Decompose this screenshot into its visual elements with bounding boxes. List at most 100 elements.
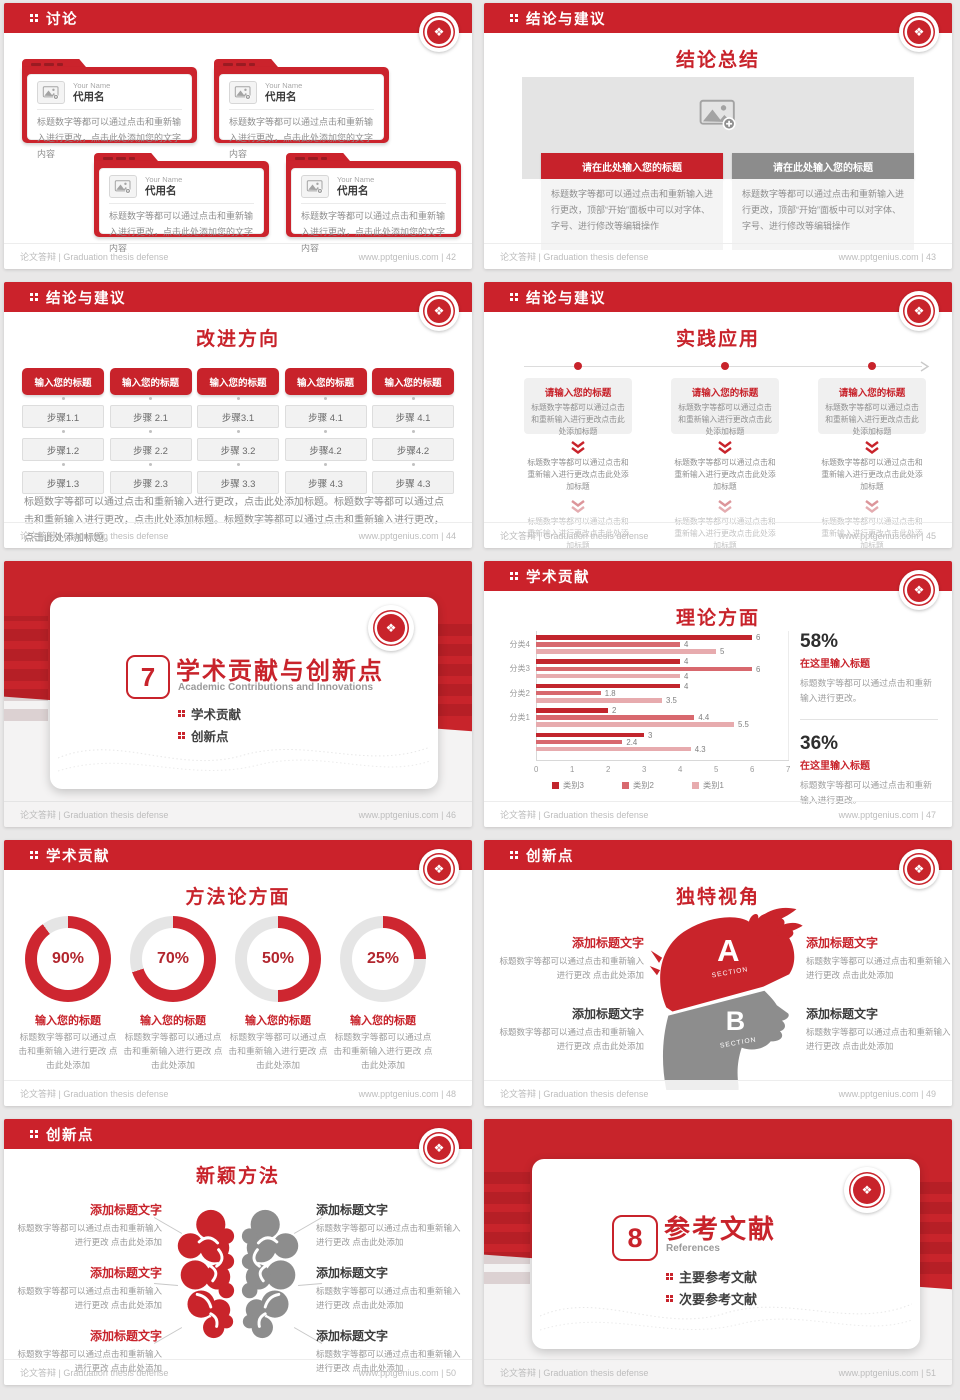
step-box[interactable]: 步骤 3.3 <box>197 471 279 494</box>
wave-texture <box>58 746 430 772</box>
footer-left-text: 论文答辩 | Graduation thesis defense <box>500 531 649 541</box>
add-image-icon <box>699 99 736 131</box>
quad-dots-icon <box>510 293 518 301</box>
panel-title-bar[interactable]: 请在此处输入您的标题 <box>541 153 723 179</box>
legend-item: 类别2 <box>622 779 654 791</box>
step-box[interactable]: 步骤 3.2 <box>197 438 279 461</box>
timeline-title: 请输入您的标题 <box>691 388 759 399</box>
step-box[interactable]: 步骤 4.3 <box>372 471 454 494</box>
bar-value-label: 4 <box>684 671 689 681</box>
stat-body-text: 标题数字等都可以通过点击和重新输入进行更改。 <box>800 678 932 703</box>
text-block-title: 添加标题文字 <box>316 1329 389 1343</box>
text-block-body: 标题数字等都可以通过点击和重新输入进行更改 点击此处添加 <box>17 1349 162 1373</box>
folder-card-header: Your Name 代用名 <box>109 175 254 204</box>
footer-left-text: 论文答辩 | Graduation thesis defense <box>500 252 649 262</box>
slide-50-novel-method[interactable]: 创新点 ❖ 新颖方法 <box>4 1119 472 1385</box>
quad-dots-icon <box>30 14 38 22</box>
donut-title: 输入您的标题 <box>350 1015 416 1027</box>
column-title-button[interactable]: 输入您的标题 <box>372 368 454 395</box>
connector-dot <box>236 430 240 433</box>
horizontal-bar-chart: 分类4 6 4 5 分类3 4 6 4 分类2 4 1.8 3.5 分类1 2 4.4 5.5 3 2.4 4.3 0… <box>500 631 792 791</box>
column-title-button[interactable]: 输入您的标题 <box>22 368 104 395</box>
step-box[interactable]: 步骤 4.1 <box>372 405 454 428</box>
column-title-button[interactable]: 输入您的标题 <box>109 368 192 395</box>
bullet-dots-icon <box>666 1295 673 1302</box>
step-box[interactable]: 步骤1.3 <box>22 471 104 494</box>
slide-51-section-references[interactable]: ❖ 8 参考文献 References 主要参考文献 次要参考文献 论文答辩 |… <box>484 1119 952 1385</box>
slide-48-methodology-donuts[interactable]: 学术贡献 ❖ 方法论方面 90% 输入您的标题 标题数字等都可以通过点击和重新输入进… <box>4 840 472 1106</box>
title-panel: 请在此处输入您的标题 标题数字等都可以通过点击和重新输入进行更改，顶部“开始”面板… <box>732 153 914 250</box>
double-chevron-down-icon <box>524 441 632 454</box>
step-box[interactable]: 步骤4.2 <box>372 438 454 461</box>
slide-47-theory-chart[interactable]: 学术贡献 ❖ 理论方面 分类4 6 4 5 分类3 4 6 4 分类2 4 1.8 3.5 分类1 2 4.… <box>484 561 952 827</box>
chart-bar <box>536 739 623 745</box>
connector-dot <box>149 430 152 433</box>
connector-dot <box>61 430 65 433</box>
timeline-column: 请输入您的标题 标题数字等都可以通过点击和重新输入进行更改点击此处添加标题 标题数字… <box>524 378 632 548</box>
step-box[interactable]: 步骤 2.3 <box>109 471 192 494</box>
footer-right-text: www.pptgenius.com | 45 <box>838 530 936 541</box>
connector-dot <box>149 463 152 466</box>
folder-card[interactable]: Your Name 代用名 标题数字等都可以通过点击和重新输入进行更改，点击此处添加… <box>94 153 269 253</box>
slide-46-section-academic-contributions[interactable]: ❖ 7 学术贡献与创新点 Academic Contributions and … <box>4 561 472 827</box>
timeline-box-text: 标题数字等都可以通过点击和重新输入进行更改点击此处添加标题 <box>531 403 625 437</box>
image-placeholder-icon <box>229 81 257 104</box>
quad-dots-icon <box>30 293 38 301</box>
bar-value-label: 5 <box>720 647 725 657</box>
section-bullet: 次要参考文献 <box>666 1289 757 1308</box>
folder-card[interactable]: Your Name 代用名 标题数字等都可以通过点击和重新输入进行更改，点击此处添加… <box>214 59 389 159</box>
chart-bar <box>536 690 601 696</box>
footer-left-text: 论文答辩 | Graduation thesis defense <box>500 1089 649 1099</box>
slide-header-band: 创新点 <box>4 1119 472 1149</box>
text-block-body: 标题数字等都可以通过点击和重新输入进行更改 点击此处添加 <box>499 956 644 980</box>
slide-45-practical-application[interactable]: 结论与建议 ❖ 实践应用 请输入您的标题 标题数字等都可以通过点击和重新输入进行更… <box>484 282 952 548</box>
slide-49-unique-perspective[interactable]: 创新点 ❖ 独特视角 A SECTION B SECTION 添加标题文字 标题数… <box>484 840 952 1106</box>
stat-title: 在这里输入标题 <box>800 760 870 772</box>
slide-header-title: 讨论 <box>46 11 78 28</box>
your-name-label: Your Name <box>337 175 375 185</box>
timeline-title-box[interactable]: 请输入您的标题 标题数字等都可以通过点击和重新输入进行更改点击此处添加标题 <box>818 378 926 436</box>
step-box[interactable]: 步骤1.2 <box>22 438 104 461</box>
step-box[interactable]: 步骤1.1 <box>22 405 104 428</box>
step-box[interactable]: 步骤 2.1 <box>109 405 192 428</box>
slide-header-title: 学术贡献 <box>46 848 110 865</box>
column-title-button[interactable]: 输入您的标题 <box>284 368 367 395</box>
text-block: 添加标题文字 标题数字等都可以通过点击和重新输入进行更改 点击此处添加 <box>806 934 952 996</box>
donut-percent-label: 90% <box>51 950 85 967</box>
slide-42-discussion[interactable]: 讨论 ❖ Your Name 代用名 标题数字等都可以通过点击和重新输入进行更改，点… <box>4 3 472 269</box>
slide-header-title: 创新点 <box>526 848 574 865</box>
slide-43-conclusion-summary[interactable]: 结论与建议 ❖ 结论总结 请在此处输入您的标题 标题数字等都可以通过点击和重新输入… <box>484 3 952 269</box>
legend-label: 类别1 <box>703 781 724 790</box>
slide-footer: 论文答辩 | Graduation thesis defense www.ppt… <box>484 1359 952 1385</box>
folder-card[interactable]: Your Name 代用名 标题数字等都可以通过点击和重新输入进行更改，点击此处添加… <box>286 153 461 253</box>
bar-value-label: 3.5 <box>666 696 677 705</box>
timeline-dot <box>868 362 876 370</box>
folder-tab <box>214 59 281 70</box>
step-box[interactable]: 步骤 2.2 <box>109 438 192 461</box>
your-name-label: Your Name <box>73 81 111 91</box>
donut-percent-label: 50% <box>261 950 295 967</box>
image-placeholder-icon <box>301 175 329 198</box>
folder-card[interactable]: Your Name 代用名 标题数字等都可以通过点击和重新输入进行更改，点击此处添加… <box>22 59 197 159</box>
slide-header-title: 创新点 <box>46 1127 94 1144</box>
text-block-body: 标题数字等都可以通过点击和重新输入进行更改 点击此处添加 <box>316 1223 461 1247</box>
stat-body-text: 标题数字等都可以通过点击和重新输入进行更改。 <box>800 779 932 805</box>
column-title-button[interactable]: 输入您的标题 <box>197 368 279 395</box>
timeline-title-box[interactable]: 请输入您的标题 标题数字等都可以通过点击和重新输入进行更改点击此处添加标题 <box>671 378 779 436</box>
slide-footer: 论文答辩 | Graduation thesis defense www.ppt… <box>4 1080 472 1106</box>
slide-44-improvement-direction[interactable]: 结论与建议 ❖ 改进方向 输入您的标题 步骤1.1 步骤1.2 步骤1.3 输入您的标题… <box>4 282 472 548</box>
step-box[interactable]: 步骤 4.1 <box>284 405 367 428</box>
legend-item: 类别1 <box>692 779 724 791</box>
section-subtitle: References <box>666 1243 720 1254</box>
step-column: 输入您的标题步骤 4.1 步骤4.2 步骤 4.3 <box>284 368 367 494</box>
step-box[interactable]: 步骤3.1 <box>197 405 279 428</box>
panel-title-bar[interactable]: 请在此处输入您的标题 <box>732 153 914 179</box>
bar-value-label: 4 <box>684 657 689 667</box>
timeline-title-box[interactable]: 请输入您的标题 标题数字等都可以通过点击和重新输入进行更改点击此处添加标题 <box>524 378 632 436</box>
folder-names: Your Name 代用名 <box>145 175 182 197</box>
placeholder-name: 代用名 <box>73 91 105 104</box>
svg-text:A: A <box>717 933 739 968</box>
step-box[interactable]: 步骤 4.3 <box>284 471 367 494</box>
image-placeholder-icon <box>109 175 137 198</box>
step-box[interactable]: 步骤4.2 <box>284 438 367 461</box>
